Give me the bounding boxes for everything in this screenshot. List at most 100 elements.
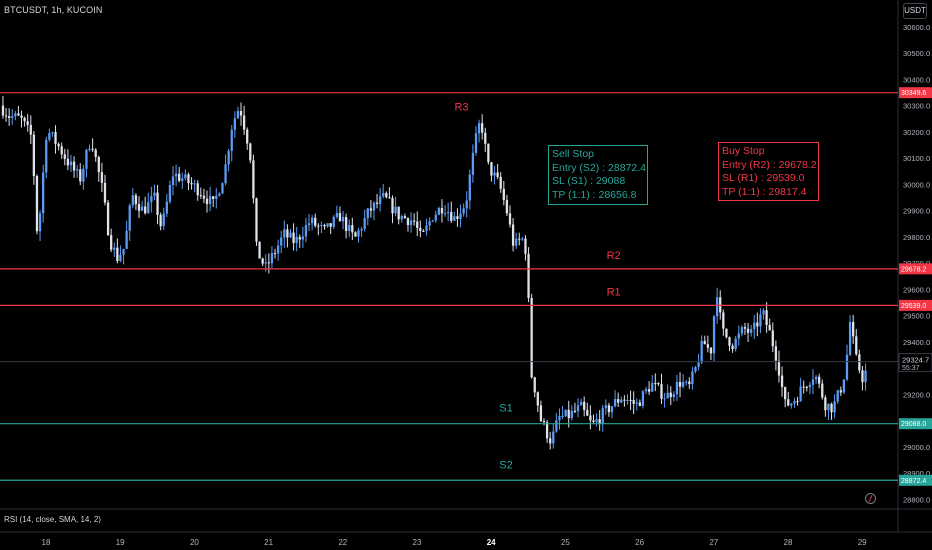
candle — [740, 325, 744, 337]
candle — [32, 130, 36, 185]
candle — [354, 231, 357, 238]
candle — [824, 395, 827, 417]
candle — [493, 165, 496, 185]
candle — [190, 177, 193, 190]
candle — [51, 131, 54, 137]
candle — [171, 166, 175, 196]
candle — [481, 114, 484, 140]
candle — [685, 379, 688, 386]
candle — [1, 96, 5, 119]
candle — [440, 199, 444, 223]
candle — [14, 110, 17, 121]
candle — [431, 219, 434, 223]
candle — [502, 180, 505, 206]
candle — [236, 106, 240, 119]
candle — [623, 395, 626, 407]
candle — [54, 125, 57, 154]
level-tag-value-s2: 28872.4 — [901, 478, 926, 485]
candle — [672, 391, 676, 402]
candle — [644, 386, 648, 395]
candle — [567, 400, 570, 428]
candle — [249, 142, 252, 164]
candle — [246, 127, 249, 150]
candle — [607, 402, 611, 417]
candle — [103, 174, 107, 206]
candle — [632, 391, 635, 415]
candle — [91, 138, 94, 153]
candle — [122, 248, 125, 265]
candle — [530, 293, 533, 379]
level-tag-value-r1: 29539.0 — [901, 303, 926, 310]
candle — [496, 164, 499, 180]
level-label-r3: R3 — [454, 102, 468, 114]
candle — [419, 220, 422, 238]
candle — [147, 192, 150, 214]
candle — [403, 213, 407, 219]
last-price-value: 29324.7 — [902, 356, 929, 365]
candle — [601, 404, 604, 432]
candle — [94, 148, 97, 162]
candle — [100, 162, 104, 193]
level-label-r2: R2 — [607, 250, 621, 262]
candle — [406, 217, 410, 232]
candle — [85, 148, 88, 178]
candle — [320, 221, 323, 233]
candle — [474, 126, 478, 156]
candle — [861, 366, 864, 391]
candle — [4, 107, 8, 122]
candle — [379, 188, 382, 212]
buy-stop-sl: SL (R1) : 29539.0 — [722, 172, 805, 184]
candle — [722, 309, 725, 336]
candle — [728, 336, 731, 352]
candle — [827, 403, 830, 421]
candle — [174, 164, 178, 187]
candle — [635, 398, 638, 411]
candle — [344, 213, 348, 239]
candle — [239, 102, 243, 126]
currency-button[interactable]: USDT — [903, 3, 927, 19]
candle — [499, 172, 502, 193]
candle — [425, 218, 428, 236]
candle — [821, 379, 824, 400]
alert-icon[interactable] — [865, 493, 876, 504]
candle — [23, 116, 26, 127]
candle — [375, 193, 379, 209]
buy-stop-entry: Entry (R2) : 29678.2 — [722, 158, 817, 171]
y-tick-label: 30300.0 — [903, 102, 930, 111]
candle — [802, 380, 805, 394]
candle — [468, 169, 471, 210]
candle — [539, 400, 543, 423]
candle — [443, 205, 447, 217]
level-tag-value-r3: 30349.6 — [901, 90, 926, 97]
y-tick-label: 28800.0 — [903, 495, 930, 504]
candle — [589, 405, 592, 430]
candle — [524, 235, 527, 261]
x-tick-label: 28 — [784, 538, 793, 547]
candle — [610, 405, 614, 419]
candle — [830, 402, 833, 420]
candle — [413, 213, 416, 226]
candle — [137, 196, 141, 219]
candle — [490, 161, 493, 182]
candle — [784, 386, 787, 408]
candle — [292, 223, 295, 251]
candle — [295, 226, 298, 252]
candle — [746, 322, 750, 342]
candle — [242, 105, 246, 135]
candle — [518, 232, 521, 246]
candle — [212, 196, 215, 207]
candle — [712, 314, 716, 363]
candle — [657, 382, 660, 387]
candle — [617, 392, 620, 407]
sell-stop-tp: TP (1:1) : 28656.8 — [552, 188, 637, 201]
sell-stop-sl: SL (S1) : 29088 — [552, 175, 626, 187]
candle — [369, 200, 373, 218]
candle — [48, 128, 51, 142]
candle — [329, 222, 332, 235]
candle — [178, 166, 181, 183]
candle — [144, 196, 147, 215]
candle — [780, 366, 784, 397]
candle — [799, 377, 802, 402]
candle — [845, 344, 849, 382]
